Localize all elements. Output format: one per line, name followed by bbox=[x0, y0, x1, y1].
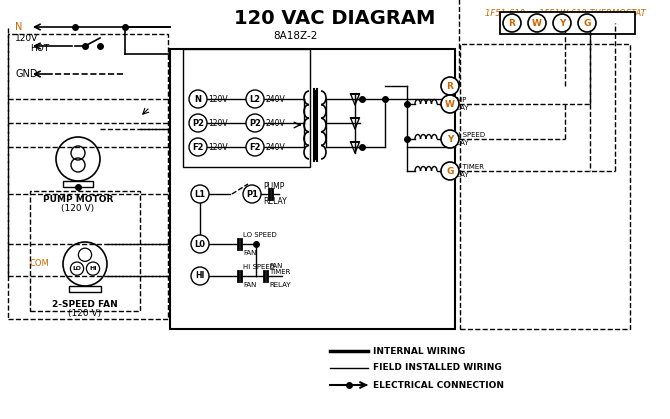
Circle shape bbox=[441, 162, 459, 180]
Bar bbox=[30, 191, 140, 311]
Circle shape bbox=[191, 185, 209, 203]
Text: 120V: 120V bbox=[208, 142, 228, 152]
Text: HI: HI bbox=[196, 272, 205, 280]
Circle shape bbox=[189, 138, 207, 156]
Circle shape bbox=[578, 14, 596, 32]
Text: 240V: 240V bbox=[265, 95, 285, 103]
Text: 240V: 240V bbox=[265, 142, 285, 152]
Text: 240V: 240V bbox=[265, 119, 285, 127]
Text: 120 VAC DIAGRAM: 120 VAC DIAGRAM bbox=[234, 9, 436, 28]
Bar bbox=[8, 34, 168, 319]
Text: 1F51-619 or 1F51W-619 THERMOSTAT: 1F51-619 or 1F51W-619 THERMOSTAT bbox=[484, 9, 645, 18]
Text: F2: F2 bbox=[192, 142, 204, 152]
Text: FAN: FAN bbox=[243, 282, 257, 288]
Text: PUMP MOTOR: PUMP MOTOR bbox=[43, 195, 113, 204]
Text: R: R bbox=[447, 82, 454, 91]
Bar bbox=[500, 12, 635, 34]
Text: 8A18Z-2: 8A18Z-2 bbox=[273, 31, 317, 41]
Text: F2: F2 bbox=[249, 142, 261, 152]
Circle shape bbox=[189, 114, 207, 132]
Text: 120V: 120V bbox=[15, 34, 38, 42]
Text: FAN: FAN bbox=[243, 250, 257, 256]
Text: FAN SPEED
RELAY: FAN SPEED RELAY bbox=[447, 132, 485, 146]
Circle shape bbox=[246, 90, 264, 108]
Circle shape bbox=[441, 77, 459, 95]
Text: W: W bbox=[532, 18, 542, 28]
Text: LO: LO bbox=[72, 266, 82, 271]
Circle shape bbox=[63, 242, 107, 286]
Text: 120V: 120V bbox=[208, 95, 228, 103]
Text: FIELD INSTALLED WIRING: FIELD INSTALLED WIRING bbox=[373, 364, 502, 372]
Bar bbox=[460, 44, 630, 329]
Text: INTERNAL WIRING: INTERNAL WIRING bbox=[373, 347, 465, 355]
Text: N: N bbox=[15, 22, 22, 32]
Text: (120 V): (120 V) bbox=[62, 204, 94, 213]
Circle shape bbox=[503, 14, 521, 32]
Text: P1: P1 bbox=[246, 189, 258, 199]
Text: G: G bbox=[584, 18, 591, 28]
Circle shape bbox=[441, 95, 459, 113]
Circle shape bbox=[56, 137, 100, 181]
Circle shape bbox=[191, 267, 209, 285]
Text: GND: GND bbox=[15, 69, 38, 79]
Text: RELAY: RELAY bbox=[269, 282, 291, 288]
Text: FAN: FAN bbox=[269, 263, 282, 269]
Text: Y: Y bbox=[447, 134, 453, 143]
Bar bbox=[63, 181, 93, 187]
Circle shape bbox=[191, 235, 209, 253]
Text: HI SPEED: HI SPEED bbox=[243, 264, 275, 270]
Text: W: W bbox=[445, 99, 455, 109]
Text: R: R bbox=[509, 18, 515, 28]
Circle shape bbox=[246, 138, 264, 156]
Circle shape bbox=[553, 14, 571, 32]
Text: L0: L0 bbox=[194, 240, 206, 248]
Text: P2: P2 bbox=[192, 119, 204, 127]
Text: L1: L1 bbox=[194, 189, 206, 199]
Circle shape bbox=[528, 14, 546, 32]
Text: RELAY: RELAY bbox=[263, 197, 287, 206]
Text: PUMP: PUMP bbox=[263, 182, 284, 191]
Text: TIMER: TIMER bbox=[269, 269, 290, 275]
Text: Y: Y bbox=[559, 18, 565, 28]
Text: HOT: HOT bbox=[30, 44, 49, 52]
Bar bbox=[183, 49, 310, 167]
Circle shape bbox=[441, 130, 459, 148]
Text: FAN TIMER
RELAY: FAN TIMER RELAY bbox=[447, 164, 484, 178]
Text: HI: HI bbox=[89, 266, 96, 271]
Circle shape bbox=[243, 185, 261, 203]
Text: N: N bbox=[194, 95, 202, 103]
Text: ELECTRICAL CONNECTION: ELECTRICAL CONNECTION bbox=[373, 380, 504, 390]
Text: 120V: 120V bbox=[208, 119, 228, 127]
Text: (120 V): (120 V) bbox=[68, 309, 102, 318]
Text: COM: COM bbox=[30, 259, 50, 269]
Text: LO SPEED: LO SPEED bbox=[243, 232, 277, 238]
Text: PUMP
RELAY: PUMP RELAY bbox=[447, 97, 468, 111]
Bar bbox=[69, 286, 101, 292]
Bar bbox=[170, 49, 455, 329]
Text: G: G bbox=[446, 166, 454, 176]
Text: P2: P2 bbox=[249, 119, 261, 127]
Text: L2: L2 bbox=[249, 95, 261, 103]
Text: 2-SPEED FAN: 2-SPEED FAN bbox=[52, 300, 118, 309]
Circle shape bbox=[246, 114, 264, 132]
Circle shape bbox=[189, 90, 207, 108]
